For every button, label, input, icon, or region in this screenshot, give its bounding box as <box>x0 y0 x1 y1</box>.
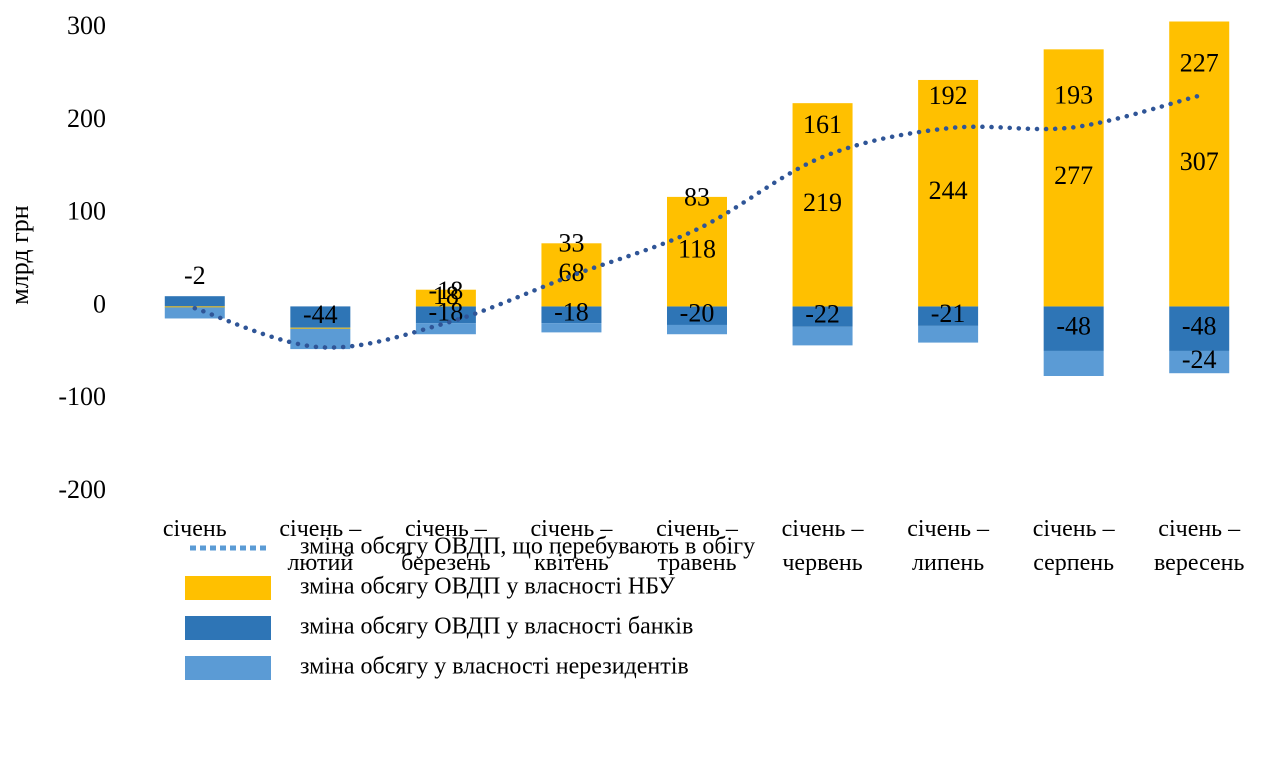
bar <box>541 306 602 324</box>
legend-swatch <box>185 656 271 680</box>
data-label: -48 <box>1056 312 1091 341</box>
bar <box>290 306 351 328</box>
legend-label: зміна обсягу ОВДП у власності НБУ <box>300 574 675 600</box>
data-label: -21 <box>931 299 966 328</box>
bar <box>1043 306 1104 351</box>
bar <box>667 324 727 335</box>
bar <box>792 103 853 307</box>
data-label: 18 <box>433 281 459 310</box>
x-tick-label: січень – серпень <box>1032 516 1115 576</box>
y-tick-label: -100 <box>58 382 106 411</box>
bar <box>918 306 979 326</box>
bar <box>667 196 727 307</box>
legend-label: зміна обсягу у власності нерезидентів <box>300 654 689 680</box>
y-tick-label: 0 <box>93 289 106 318</box>
data-label: 307 <box>1180 147 1219 176</box>
line-label: 227 <box>1180 49 1219 78</box>
data-label: 118 <box>678 235 716 264</box>
x-tick-label: січень – лютий <box>279 516 362 576</box>
line-label: -44 <box>303 300 338 329</box>
line-label: 33 <box>558 229 584 258</box>
y-axis-label: млрд грн <box>5 205 34 304</box>
line <box>192 93 1202 350</box>
x-tick-label: січень <box>162 516 227 542</box>
bar <box>415 289 476 307</box>
legend-label: зміна обсягу ОВДП у власності банків <box>300 614 693 640</box>
data-label: -18 <box>429 298 464 327</box>
bar <box>1169 306 1230 351</box>
data-label: 244 <box>929 176 968 205</box>
line-label: 161 <box>803 110 842 139</box>
legend-swatch <box>185 616 271 640</box>
x-tick-label: січень – травень <box>656 516 738 576</box>
bar <box>792 326 853 346</box>
bar <box>415 306 476 324</box>
bar <box>290 327 351 330</box>
x-tick-label: січень – березень <box>401 516 491 576</box>
y-tick-label: -200 <box>58 475 106 504</box>
x-tick-label: січень – вересень <box>1153 516 1245 576</box>
bar <box>415 323 476 335</box>
data-label: 68 <box>558 258 584 287</box>
bar <box>164 307 225 319</box>
data-label: -22 <box>805 300 840 329</box>
bar <box>541 243 602 307</box>
bar <box>290 328 351 350</box>
bar <box>164 296 225 307</box>
data-label: -24 <box>1182 345 1217 374</box>
line-label: -2 <box>184 261 206 290</box>
line-label: 83 <box>684 182 710 211</box>
bar <box>1169 21 1230 307</box>
line-label: 193 <box>1054 80 1093 109</box>
bar <box>1043 49 1104 307</box>
line-label: 192 <box>929 81 968 110</box>
line-label: -18 <box>429 276 464 305</box>
x-tick-label: січень – червень <box>781 516 864 576</box>
bar <box>918 325 979 343</box>
bar <box>1043 350 1104 376</box>
data-label: -20 <box>680 299 715 328</box>
data-label: 277 <box>1054 161 1093 190</box>
y-tick-label: 300 <box>67 11 106 40</box>
data-label: -48 <box>1182 312 1217 341</box>
bar <box>541 323 602 333</box>
bar <box>918 79 979 307</box>
y-tick-label: 100 <box>67 197 106 226</box>
legend-label: зміна обсягу ОВДП, що перебувають в обіг… <box>300 534 755 560</box>
x-tick-label: січень – липень <box>907 516 990 576</box>
bar <box>667 306 727 325</box>
y-tick-label: 200 <box>67 104 106 133</box>
x-tick-label: січень – квітень <box>530 516 613 576</box>
legend-swatch <box>185 576 271 600</box>
data-label: 219 <box>803 188 842 217</box>
bar <box>792 306 853 327</box>
bar <box>1169 350 1230 374</box>
data-label: -18 <box>554 298 589 327</box>
